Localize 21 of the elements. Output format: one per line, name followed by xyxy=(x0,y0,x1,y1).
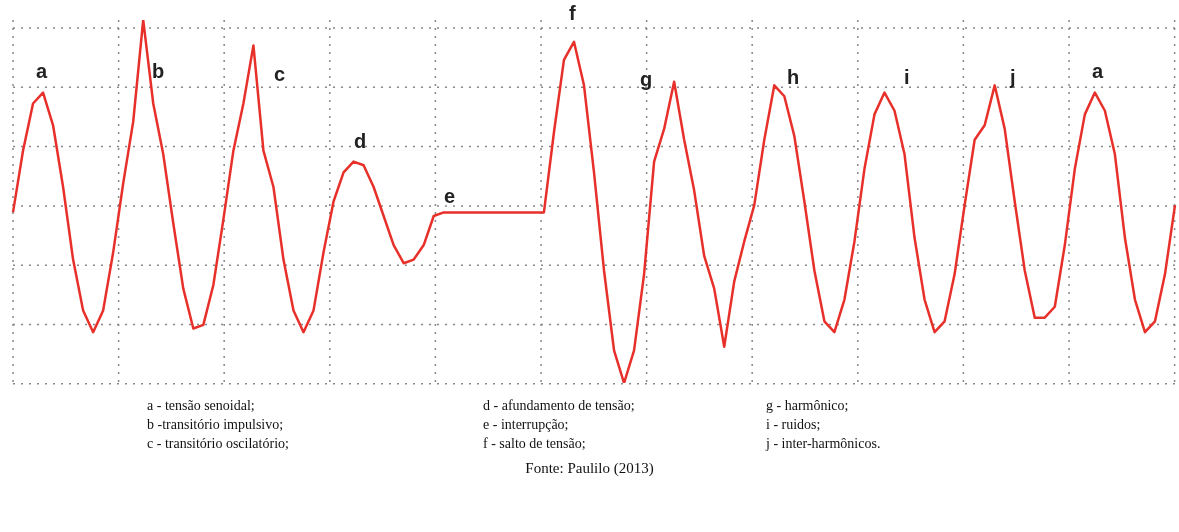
text: a - tensão senoidal; xyxy=(147,398,255,414)
text: j - inter-harmônicos. xyxy=(766,436,881,452)
annotation: b xyxy=(152,60,165,82)
text: g - harmônico; xyxy=(766,398,849,414)
annotation: d xyxy=(354,130,367,152)
text: d - afundamento de tensão; xyxy=(483,398,635,414)
text: b -transitório impulsivo; xyxy=(147,417,284,433)
annotation: i xyxy=(904,66,910,88)
annotation: f xyxy=(569,2,576,24)
text: f - salto de tensão; xyxy=(483,436,586,452)
annotation: a xyxy=(1092,60,1104,82)
text: e - interrupção; xyxy=(483,417,569,433)
annotation: c xyxy=(274,63,286,85)
annotation: h xyxy=(787,66,800,88)
source-note: Fonte: Paulilo (2013) xyxy=(524,460,655,477)
annotation: g xyxy=(640,68,653,90)
annotation: a xyxy=(36,60,48,82)
annotation: j xyxy=(1010,66,1016,88)
text: c - transitório oscilatório; xyxy=(147,436,289,452)
annotation: e xyxy=(444,185,456,207)
text: i - ruidos; xyxy=(766,417,821,433)
